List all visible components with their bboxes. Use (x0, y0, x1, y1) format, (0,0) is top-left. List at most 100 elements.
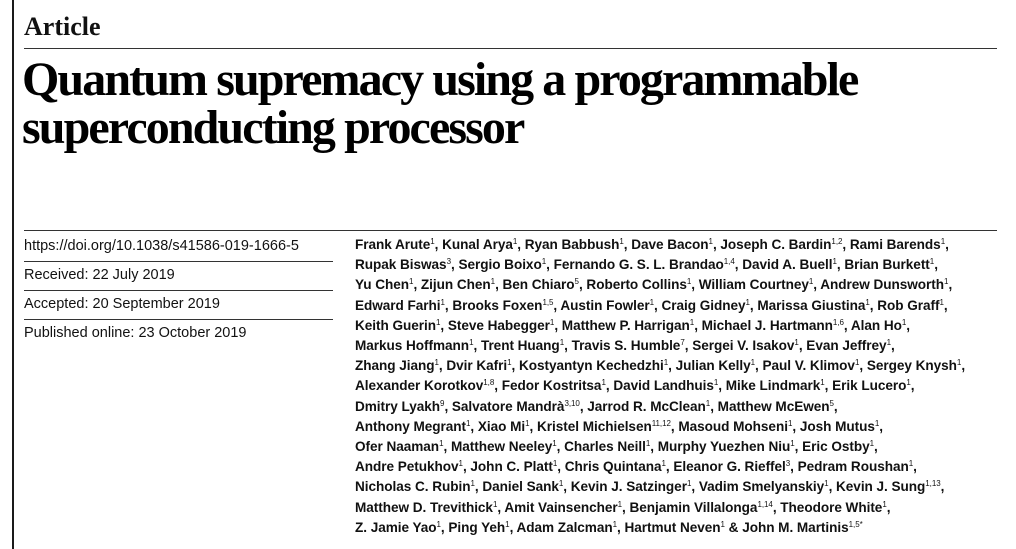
affiliation-superscript: 9 (440, 398, 445, 408)
author-name: David A. Buell (742, 257, 833, 273)
affiliation-superscript: 1 (824, 479, 829, 489)
author-line: Z. Jamie Yao1, Ping Yeh1, Adam Zalcman1,… (355, 519, 863, 535)
affiliation-superscript: 1 (832, 257, 837, 267)
published-date: Published online: 23 October 2019 (24, 325, 247, 341)
affiliation-superscript: 1 (869, 439, 875, 449)
affiliation-superscript: 1,14 (757, 499, 773, 509)
author-name: Evan Jeffrey (806, 338, 887, 354)
author-name: Ofer Naaman (355, 439, 440, 455)
author-name: Josh Mutus (799, 418, 875, 434)
author-name: Erik Lucero (832, 378, 907, 394)
author-name: Julian Kelly (675, 358, 751, 374)
affiliation-superscript: 1 (505, 519, 510, 529)
affiliation-superscript: 1 (661, 459, 666, 469)
author-list: Frank Arute1, Kunal Arya1, Ryan Babbush1… (355, 235, 1005, 538)
affiliation-superscript: 1 (720, 519, 725, 529)
author-line: Andre Petukhov1, John C. Platt1, Chris Q… (355, 459, 917, 475)
affiliation-superscript: 1 (434, 358, 439, 368)
affiliation-superscript: 1 (617, 499, 622, 509)
author-name: Craig Gidney (661, 297, 746, 313)
author-name: Chris Quintana (564, 459, 662, 475)
author-name: Fedor Kostritsa (501, 378, 602, 394)
author-line: Yu Chen1, Zijun Chen1, Ben Chiaro5, Robe… (355, 277, 953, 293)
author-name: Alexander Korotkov (355, 378, 484, 394)
author-name: Marissa Giustina (757, 297, 866, 313)
author-name: Andrew Dunsworth (820, 277, 945, 293)
author-name: Sergei V. Isakov (692, 338, 795, 354)
author-line: Keith Guerin1, Steve Habegger1, Matthew … (355, 317, 911, 333)
affiliation-superscript: 1 (906, 378, 911, 388)
affiliation-superscript: 1,8 (483, 378, 495, 388)
author-name: Dave Bacon (631, 237, 709, 252)
affiliation-superscript: 1 (492, 499, 498, 509)
affiliation-superscript: 1 (686, 479, 692, 489)
affiliation-superscript: 1 (901, 317, 907, 327)
affiliation-superscript: 1,2 (831, 237, 843, 246)
affiliation-superscript: 1 (750, 358, 755, 368)
author-name: Mike Lindmark (725, 378, 821, 394)
author-name: Jarrod R. McClean (587, 398, 706, 414)
affiliation-superscript: 1 (649, 297, 655, 307)
author-name: Matthew D. Trevithick (355, 499, 493, 515)
author-name: Kunal Arya (442, 237, 513, 252)
article-title: Quantum supremacy using a programmable s… (22, 56, 1012, 152)
author-name: Ping Yeh (448, 519, 506, 535)
author-name: Edward Farhi (355, 297, 441, 313)
author-name: Frank Arute (355, 237, 431, 252)
author-line: Dmitry Lyakh9, Salvatore Mandrà3,10, Jar… (355, 398, 838, 414)
author-name: Kevin J. Sung (836, 479, 926, 495)
affiliation-superscript: 1 (512, 237, 518, 246)
author-name: Dmitry Lyakh (355, 398, 441, 414)
author-line: Alexander Korotkov1,8, Fedor Kostritsa1,… (355, 378, 915, 394)
affiliation-superscript: 1 (865, 297, 870, 307)
author-name: Charles Neill (564, 439, 646, 455)
author-name: Ben Chiaro (502, 277, 575, 293)
title-line-2: superconducting processor (22, 101, 525, 154)
affiliation-superscript: 1 (409, 277, 414, 287)
affiliation-superscript: 3 (446, 257, 451, 267)
affiliation-superscript: 1 (820, 378, 825, 388)
author-name: Salvatore Mandrà (451, 398, 565, 414)
affiliation-superscript: 1,5* (848, 519, 863, 529)
author-name: Amit Vainsencher (504, 499, 618, 515)
author-line: Nicholas C. Rubin1, Daniel Sank1, Kevin … (355, 479, 945, 495)
author-line: Edward Farhi1, Brooks Foxen1,5, Austin F… (355, 297, 948, 313)
affiliation-superscript: 1 (874, 418, 880, 428)
affiliation-superscript: 1 (787, 418, 793, 428)
author-name: Benjamin Villalonga (629, 499, 758, 515)
left-margin-rule (12, 0, 14, 549)
doi-link[interactable]: https://doi.org/10.1038/s41586-019-1666-… (24, 233, 333, 262)
author-name: Masoud Mohseni (678, 418, 788, 434)
title-line-1: Quantum supremacy using a programmable (22, 53, 859, 106)
affiliation-superscript: 3,10 (564, 398, 580, 408)
affiliation-superscript: 1 (705, 398, 711, 408)
affiliation-superscript: 1 (612, 519, 618, 529)
author-name: John C. Platt (470, 459, 553, 475)
author-name: Roberto Collins (586, 277, 687, 293)
affiliation-superscript: 1 (552, 439, 557, 449)
author-name: Eleanor G. Rieffel (673, 459, 786, 475)
affiliation-superscript: 5 (829, 398, 834, 408)
affiliation-superscript: 1 (435, 317, 441, 327)
affiliation-superscript: 1 (790, 439, 795, 449)
author-name: Xiao Mi (477, 418, 526, 434)
author-line: Matthew D. Trevithick1, Amit Vainsencher… (355, 499, 891, 515)
author-name: Anthony Megrant (355, 418, 467, 434)
affiliation-superscript: 1 (507, 358, 512, 368)
author-name: Kevin J. Satzinger (570, 479, 687, 495)
affiliation-superscript: 1 (956, 358, 962, 368)
affiliation-superscript: 1 (458, 459, 463, 469)
author-name: Hartmut Neven (624, 519, 721, 535)
author-name: Pedram Roushan (797, 459, 909, 475)
affiliation-superscript: 1 (559, 338, 565, 348)
affiliation-superscript: 1 (708, 237, 713, 246)
author-name: Zijun Chen (420, 277, 491, 293)
section-label: Article (24, 12, 101, 41)
author-name: Paul V. Klimov (762, 358, 855, 374)
author-name: William Courtney (698, 277, 809, 293)
affiliation-superscript: 11,12 (651, 418, 671, 428)
affiliation-superscript: 1 (808, 277, 814, 287)
author-name: Dvir Kafri (446, 358, 508, 374)
author-name: Sergey Knysh (866, 358, 957, 374)
affiliation-superscript: 1 (908, 459, 914, 469)
